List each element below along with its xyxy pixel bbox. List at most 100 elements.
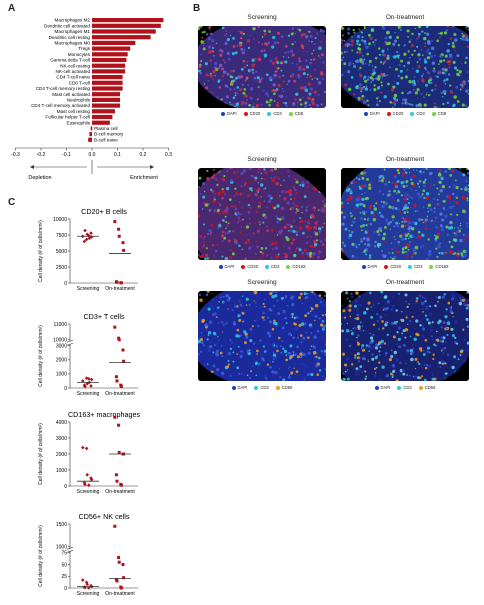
cell-dot xyxy=(294,98,297,101)
cell-dot xyxy=(359,202,362,206)
cell-dot xyxy=(262,345,265,348)
cell-dot xyxy=(341,250,345,254)
cell-dot xyxy=(199,71,202,75)
cell-dot xyxy=(308,92,312,96)
cell-dot xyxy=(263,200,265,202)
cell-dot xyxy=(439,335,443,339)
cell-dot xyxy=(293,353,295,355)
cell-dot xyxy=(238,318,242,322)
cell-dot xyxy=(393,189,396,193)
cell-dot xyxy=(293,316,297,320)
cell-dot xyxy=(415,332,419,336)
cell-dot xyxy=(434,220,437,222)
cell-dot xyxy=(219,296,223,299)
cell-dot xyxy=(255,210,258,214)
cell-dot xyxy=(202,195,206,199)
cell-dot xyxy=(393,225,396,228)
cell-dot xyxy=(343,244,347,248)
cell-dot xyxy=(463,234,465,236)
cell-dot xyxy=(433,184,435,186)
cell-dot xyxy=(381,320,384,323)
cell-dot xyxy=(251,325,254,328)
cell-dot xyxy=(452,192,455,196)
cell-dot xyxy=(409,241,412,244)
cell-dot xyxy=(415,69,420,74)
cell-dot xyxy=(421,325,425,328)
cell-dot xyxy=(219,53,223,57)
cell-dot xyxy=(225,40,227,43)
cell-dot xyxy=(377,328,380,331)
data-point xyxy=(119,385,123,389)
cell-dot xyxy=(435,330,438,333)
cell-dot xyxy=(324,324,326,327)
cell-dot xyxy=(285,105,289,108)
cell-dot xyxy=(224,232,227,235)
cell-dot xyxy=(404,362,407,365)
cell-dot xyxy=(417,97,419,99)
cell-dot xyxy=(444,214,448,219)
cell-dot xyxy=(375,313,379,316)
cell-dot xyxy=(349,33,351,35)
cell-dot xyxy=(461,81,465,85)
cell-dot xyxy=(423,58,427,61)
cell-dot xyxy=(246,76,248,79)
cell-dot xyxy=(314,187,318,191)
cell-dot xyxy=(240,103,243,106)
y-axis-label: Cell density (# of cells/mm²) xyxy=(38,220,44,282)
cell-dot xyxy=(420,92,423,96)
cell-dot xyxy=(203,83,206,85)
data-point xyxy=(113,325,117,329)
cell-dot xyxy=(245,297,249,301)
cell-dot xyxy=(375,202,378,205)
cell-dot xyxy=(440,350,443,352)
cell-dot xyxy=(265,73,269,77)
cell-dot xyxy=(278,217,282,221)
cell-dot xyxy=(263,29,267,33)
bar-label-6: Monocytes xyxy=(68,52,91,57)
cell-dot xyxy=(212,34,214,36)
cell-dot xyxy=(452,60,456,64)
cell-dot xyxy=(316,353,318,355)
cell-dot xyxy=(425,26,429,28)
cell-dot xyxy=(320,323,324,327)
cell-dot xyxy=(202,237,205,240)
cell-dot xyxy=(246,374,249,377)
y-tick-label-3: 3000 xyxy=(56,436,67,442)
cell-dot xyxy=(213,255,216,257)
cell-dot xyxy=(409,57,411,59)
cell-dot xyxy=(372,303,375,307)
cell-dot xyxy=(421,334,425,337)
cell-dot xyxy=(341,352,346,356)
cell-dot xyxy=(394,207,398,210)
cell-dot xyxy=(299,352,303,356)
cell-dot xyxy=(426,346,431,350)
cell-dot xyxy=(345,338,349,342)
cell-dot xyxy=(294,327,298,332)
cell-dot xyxy=(231,341,233,344)
cell-dot xyxy=(458,301,463,306)
cell-dot xyxy=(306,186,309,188)
cell-dot xyxy=(222,75,225,78)
cell-dot xyxy=(403,211,407,214)
cell-dot xyxy=(441,67,445,71)
cell-dot xyxy=(231,252,235,256)
cell-dot xyxy=(463,253,467,258)
cell-dot xyxy=(263,215,268,220)
cell-dot xyxy=(417,235,422,239)
cell-dot xyxy=(467,28,469,31)
cell-dot xyxy=(285,258,288,260)
cell-dot xyxy=(292,202,295,205)
cell-dot xyxy=(303,363,307,367)
cell-dot xyxy=(418,103,422,107)
cell-dot xyxy=(423,297,428,301)
cell-dot xyxy=(255,361,258,365)
cell-dot xyxy=(265,254,268,257)
cell-dot xyxy=(218,63,223,68)
cell-dot xyxy=(233,195,236,197)
legend-item: CD163 xyxy=(286,264,305,269)
cell-dot xyxy=(203,362,207,366)
cell-dot xyxy=(313,90,317,94)
cell-dot xyxy=(367,217,370,220)
cell-dot xyxy=(380,214,384,218)
cell-dot xyxy=(462,173,466,177)
